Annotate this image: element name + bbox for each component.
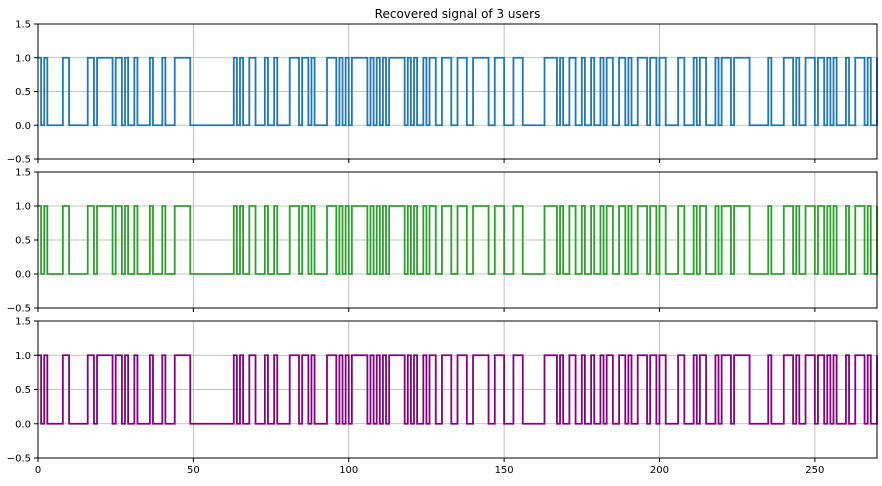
y-tick-label: −0.5 — [7, 304, 31, 315]
subplot-2: −0.5 0.0 0.5 1.0 1.5 — [7, 168, 878, 315]
y-tick-label: −0.5 — [7, 155, 31, 166]
y-tick-label: 1.5 — [15, 317, 31, 328]
y-tick-label: 1.0 — [15, 53, 31, 64]
subplot-3: 0 50 100 150 200 250 −0.5 0.0 0.5 1.0 1.5 — [7, 317, 878, 476]
y-tick-label: 1.5 — [15, 20, 31, 31]
chart-title: Recovered signal of 3 users — [375, 7, 541, 21]
series-line-1 — [38, 205, 878, 275]
y-tick-label: −0.5 — [7, 454, 31, 465]
x-tick-label: 50 — [187, 465, 200, 476]
y-tick-label: 0.0 — [15, 121, 31, 132]
series-line-1 — [38, 56, 878, 127]
y-tick-label: 1.0 — [15, 351, 31, 362]
y-tick-label: 1.0 — [15, 202, 31, 213]
y-tick-label: 0.0 — [15, 270, 31, 281]
y-tick-label: 1.5 — [15, 168, 31, 179]
y-tick-label: 0.5 — [15, 236, 31, 247]
x-tick-label: 0 — [35, 465, 41, 476]
x-tick-label: 100 — [339, 465, 358, 476]
x-tick-label: 150 — [495, 465, 514, 476]
y-tick-label: 0.5 — [15, 87, 31, 98]
y-tick-label: 0.5 — [15, 385, 31, 396]
subplot-1: −0.5 0.0 0.5 1.0 1.5 Recovered signal of 3 us… — [7, 7, 878, 166]
series-line-1 — [38, 354, 878, 425]
x-tick-label: 250 — [805, 465, 824, 476]
x-tick-label: 200 — [650, 465, 669, 476]
y-tick-label: 0.0 — [15, 419, 31, 430]
